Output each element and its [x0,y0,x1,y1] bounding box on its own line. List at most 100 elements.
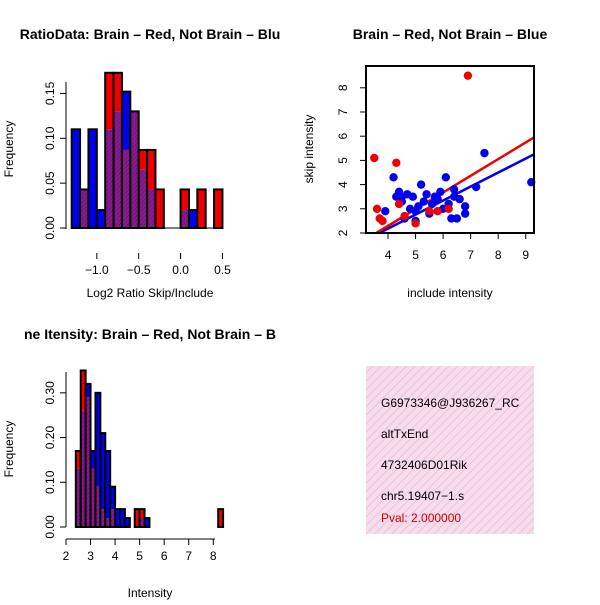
not-brain-bar [85,383,91,398]
intensity-y-label: Frequency [2,421,16,478]
y-tick-label: 0.05 [43,171,57,195]
y-tick-label: 0.10 [43,470,57,494]
brain-point [370,153,379,163]
brain-bar [138,149,148,170]
brain-bar [197,189,206,228]
overlap-bar [147,189,156,228]
brain-point [425,207,434,216]
intensity-scatter: Brain – Red, Not Brain – Blue 4 5 6 7 8 9 2 3 4… [302,26,547,300]
info-panel-background [366,366,534,534]
overlap-bar [121,149,131,228]
brain-bar [80,370,86,411]
brain-point [394,199,404,209]
x-tick-label: 0.0 [172,263,189,277]
brain-bar [105,72,114,130]
brain-point [411,219,420,228]
x-tick-label: −0.5 [127,263,151,277]
bar-outline [123,517,131,528]
brain-point [378,216,387,226]
not-brain-point [433,194,442,204]
not-brain-point [422,190,431,199]
overlap-bar [80,189,89,228]
not-brain-bar [121,91,131,150]
brain-point [463,71,473,80]
not-brain-point [419,197,429,206]
overlap-bar [105,129,114,228]
intensity-histogram: ne Itensity: Brain – Red, Not Brain – B … [2,326,276,600]
brain-bar [155,189,164,228]
not-brain-bar [120,509,125,527]
intensity-x-label: Intensity [128,586,173,600]
x-tick-label: 4 [112,549,119,563]
y-tick-label: 2 [336,229,350,236]
scatter-y-label: skip intensity [302,115,316,184]
not-brain-point [449,192,459,201]
not-brain-point [389,173,398,182]
y-tick-label: 8 [336,84,350,91]
overlap-bar [105,518,111,527]
not-brain-bar [95,392,101,487]
bar-outline [70,128,82,229]
x-tick-label: −1.0 [85,263,109,277]
x-tick-label: 6 [440,248,447,262]
not-brain-bar [110,486,116,510]
overlap-bar [95,486,101,527]
y-tick-label: 0.00 [43,515,57,539]
brain-point [400,211,409,221]
not-brain-bar [71,129,81,228]
brain-point [372,204,382,213]
bar-outline [87,128,98,229]
not-brain-bar [90,450,96,469]
x-tick-label: 5 [412,248,419,262]
info-locus: chr5.19407−1.s [381,489,464,503]
ratio-y-label: Frequency [2,121,16,178]
x-tick-label: 4 [385,248,392,262]
not-brain-point [471,182,481,192]
x-tick-label: 9 [522,248,529,262]
y-tick-label: 0.00 [43,216,57,240]
x-tick-label: 7 [185,549,192,563]
x-tick-label: 6 [161,549,168,563]
overlap-bar [80,410,86,527]
ratio-title: RatioData: Brain – Red, Not Brain – Blu [20,26,281,42]
y-tick-label: 0.30 [43,381,57,405]
y-tick-label: 0.10 [43,126,57,150]
not-brain-point [480,148,489,158]
y-tick-label: 0.15 [43,81,57,105]
y-tick-label: 4 [336,181,350,188]
brain-bar [113,72,122,112]
info-event-type: altTxEnd [381,427,428,441]
overlap-bar [180,210,189,228]
overlap-bar [138,169,148,228]
not-brain-point [460,209,470,218]
not-brain-point [411,207,420,216]
x-tick-label: 2 [63,549,70,563]
not-brain-bar [100,433,106,510]
bar-outline [143,517,151,528]
not-brain-point [416,180,426,189]
not-brain-bar [124,518,130,527]
y-tick-label: 7 [336,108,350,115]
brain-bar [180,189,189,211]
brain-bar [147,149,156,190]
info-pval: Pval: 2.000000 [381,511,461,525]
not-brain-bar [88,129,97,228]
x-tick-label: 7 [467,248,474,262]
brain-bar [214,189,223,228]
overlap-bar [90,468,96,527]
overlap-bar [85,397,91,527]
not-brain-point [460,202,470,211]
brain-bar [134,509,140,527]
ratio-histogram: RatioData: Brain – Red, Not Brain – Blu … [2,26,280,300]
intensity-title: ne Itensity: Brain – Red, Not Brain – B [24,326,276,342]
overlap-bar [110,509,116,527]
not-brain-point [427,199,437,209]
y-tick-label: 3 [336,205,350,212]
x-tick-label: 0.5 [214,263,231,277]
y-tick-label: 6 [336,133,350,140]
brain-bar [75,450,81,469]
ratio-x-label: Log2 Ratio Skip/Include [87,286,214,300]
not-brain-bar [188,210,198,228]
bar-outline [217,508,225,529]
